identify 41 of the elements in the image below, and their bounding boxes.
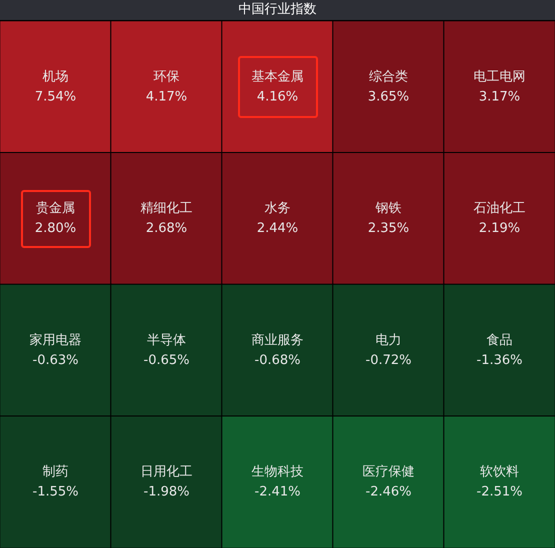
data-label: 2.68%	[146, 221, 188, 236]
data-label: -0.68%	[254, 352, 300, 368]
category-label: 食品	[486, 332, 512, 348]
category-label: 精细化工	[140, 201, 192, 216]
data-label: -2.41%	[254, 484, 300, 500]
data-label: -2.51%	[476, 484, 522, 500]
data-label: 4.17%	[146, 89, 188, 104]
data-label: 2.19%	[478, 221, 520, 236]
data-label: -0.72%	[366, 352, 412, 368]
data-label: -0.63%	[32, 352, 78, 368]
data-label: 2.80%	[34, 221, 76, 236]
category-label: 电力	[376, 332, 402, 348]
data-label: 4.16%	[256, 89, 298, 104]
data-label: -1.98%	[144, 484, 190, 500]
data-label: -0.65%	[144, 352, 190, 368]
data-label: 2.44%	[256, 221, 298, 236]
data-label: 7.54%	[34, 89, 76, 104]
category-label: 水务	[264, 201, 290, 216]
category-label: 电工电网	[474, 69, 526, 84]
category-label: 半导体	[147, 332, 186, 348]
category-label: 基本金属	[252, 69, 304, 84]
category-label: 贵金属	[36, 201, 75, 216]
data-label: 3.17%	[478, 89, 520, 104]
category-label: 日用化工	[140, 464, 192, 480]
data-label: 3.65%	[368, 89, 410, 104]
data-label: -2.46%	[366, 484, 412, 500]
category-label: 机场	[42, 69, 68, 84]
data-label: -1.55%	[32, 484, 78, 500]
category-label: 软饮料	[480, 464, 519, 480]
category-label: 综合类	[369, 69, 408, 84]
category-label: 商业服务	[252, 332, 304, 348]
data-label: -1.36%	[476, 352, 522, 368]
category-label: 家用电器	[30, 332, 82, 348]
text: 中国行业指数	[0, 0, 555, 20]
category-label: 制药	[42, 464, 68, 480]
category-label: 石油化工	[474, 201, 526, 216]
category-label: 生物科技	[252, 464, 304, 480]
data-label: 2.35%	[368, 221, 410, 236]
category-label: 医疗保健	[362, 464, 414, 480]
category-label: 钢铁	[374, 201, 402, 216]
category-label: 环保	[154, 69, 180, 84]
